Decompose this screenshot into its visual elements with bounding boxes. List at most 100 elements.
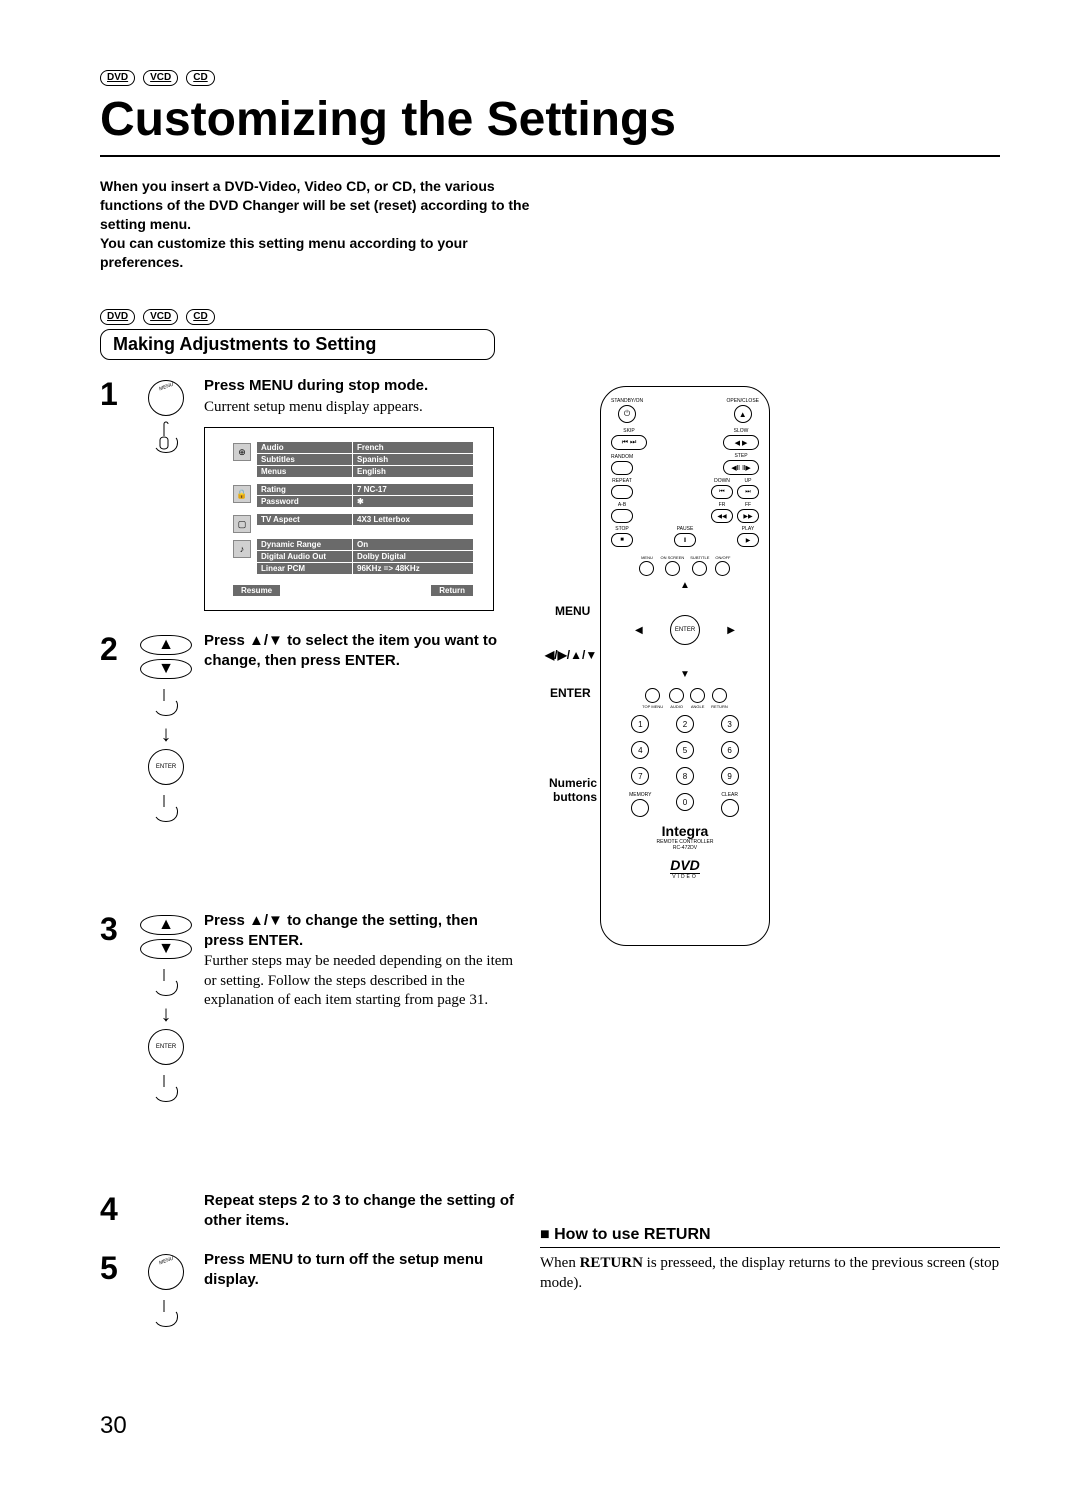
enter-button-icon: ENTER	[670, 615, 700, 645]
page-number: 30	[100, 1412, 127, 1440]
skip-button-icon: ⏮ ⏭	[611, 435, 647, 450]
num-0-button-icon: 0	[676, 793, 694, 811]
clear-button-icon	[721, 799, 739, 817]
open-close-button-icon: ▲	[734, 405, 752, 423]
num-8-button-icon: 8	[676, 767, 694, 785]
section-badges: DVD VCD CD	[100, 309, 1000, 325]
arrow-down-icon: ↓	[161, 723, 172, 745]
model-number: RC-472DV	[611, 845, 759, 851]
hand-press-icon	[150, 789, 182, 825]
badge-dvd: DVD	[100, 70, 135, 86]
menu-button-icon: MENU	[148, 1254, 184, 1290]
callout-enter: ENTER	[550, 686, 591, 700]
arrow-down-icon: ↓	[161, 1003, 172, 1025]
step-5: 5 MENU Press MENU to turn off the setup …	[100, 1250, 520, 1330]
callout-numeric: Numeric buttons	[542, 776, 597, 804]
num-7-button-icon: 7	[631, 767, 649, 785]
badge-vcd: VCD	[143, 70, 178, 86]
hand-press-icon	[150, 1294, 182, 1330]
pause-button-icon: Ⅱ	[674, 533, 696, 547]
step-1: 1 MENU Press MENU during stop mode. Curr…	[100, 376, 520, 611]
hand-press-icon	[150, 683, 182, 719]
dvd-logo-icon: DVD	[611, 857, 759, 873]
slow-button-icon: ◀ ▶	[723, 435, 759, 450]
up-button-icon: ▲	[140, 635, 192, 655]
up-button-icon: ⏭	[737, 485, 759, 499]
badge-vcd: VCD	[143, 309, 178, 325]
number-pad: 1 2 3 4 5 6 7 8 9 MEMORY 0 CLEAR	[625, 715, 745, 817]
topmenu-button-icon	[645, 688, 660, 703]
ff-button-icon: ▶▶	[737, 509, 759, 523]
return-section-title: How to use RETURN	[540, 1226, 1000, 1248]
onoff-button-icon	[715, 561, 730, 576]
num-6-button-icon: 6	[721, 741, 739, 759]
up-button-icon: ▲	[140, 915, 192, 935]
right-column: MENU ◀/▶/▲/▼ ENTER Numeric buttons STAND…	[560, 376, 1000, 1350]
num-9-button-icon: 9	[721, 767, 739, 785]
onscreen-button-icon	[665, 561, 680, 576]
step-text: Further steps may be needed depending on…	[204, 952, 520, 1011]
step-4: 4 Repeat steps 2 to 3 to change the sett…	[100, 1191, 520, 1230]
num-1-button-icon: 1	[631, 715, 649, 733]
step-text: Current setup menu display appears.	[204, 398, 520, 418]
menu-button-icon: MENU	[148, 380, 184, 416]
angle-button-icon	[690, 688, 705, 703]
down-button-icon: ▼	[140, 659, 192, 679]
memory-button-icon	[631, 799, 649, 817]
nav-pad-icon: ▲ ▼ ◀ ▶ ENTER	[635, 580, 735, 680]
return-label: Return	[431, 585, 473, 596]
section-title: Making Adjustments to Setting	[100, 329, 495, 360]
stop-button-icon: ■	[611, 533, 633, 547]
num-5-button-icon: 5	[676, 741, 694, 759]
fr-button-icon: ◀◀	[711, 509, 733, 523]
hand-press-icon	[150, 963, 182, 999]
random-button-icon	[611, 461, 633, 475]
resume-label: Resume	[233, 585, 280, 596]
setup-menu-display: ⊕ AudioFrench SubtitlesSpanish MenusEngl…	[204, 427, 494, 611]
step-number: 3	[100, 911, 128, 1171]
down-button-icon: ▼	[140, 939, 192, 959]
ab-button-icon	[611, 509, 633, 523]
step-3: 3 ▲ ▼ ↓ ENTER Press ▲/▼ to change the se…	[100, 911, 520, 1171]
step-number: 4	[100, 1191, 128, 1230]
num-2-button-icon: 2	[676, 715, 694, 733]
enter-button-icon: ENTER	[148, 1029, 184, 1065]
num-3-button-icon: 3	[721, 715, 739, 733]
subtitle-button-icon	[692, 561, 707, 576]
down-button-icon: ⏮	[711, 485, 733, 499]
badge-cd: CD	[186, 309, 214, 325]
enter-button-icon: ENTER	[148, 749, 184, 785]
repeat-button-icon	[611, 485, 633, 499]
badge-dvd: DVD	[100, 309, 135, 325]
return-section-text: When RETURN is presseed, the display ret…	[540, 1254, 1000, 1293]
video-label: VIDEO	[670, 873, 700, 880]
audio-button-icon	[669, 688, 684, 703]
disc-type-badges: DVD VCD CD	[100, 70, 1000, 86]
steps-column: 1 MENU Press MENU during stop mode. Curr…	[100, 376, 520, 1350]
lock-group-icon: 🔒	[233, 485, 251, 503]
tv-group-icon: ▢	[233, 515, 251, 533]
step-heading: Press MENU to turn off the setup menu di…	[204, 1250, 520, 1289]
step-number: 2	[100, 631, 128, 891]
return-button-icon	[712, 688, 727, 703]
callout-arrows: ◀/▶/▲/▼	[545, 648, 597, 662]
step-heading: Press ▲/▼ to select the item you want to…	[204, 631, 520, 670]
step-heading: Press ▲/▼ to change the setting, then pr…	[204, 911, 520, 950]
step-heading: Press MENU during stop mode.	[204, 376, 520, 396]
hand-press-icon	[150, 420, 182, 456]
remote-control-diagram: STANDBY/ON⏻ OPEN/CLOSE▲ SKIP⏮ ⏭ SLOW◀ ▶ …	[600, 386, 770, 946]
step-2: 2 ▲ ▼ ↓ ENTER Press ▲/▼ to select the it…	[100, 631, 520, 891]
audio-group-icon: ⊕	[233, 443, 251, 461]
page-title: Customizing the Settings	[100, 92, 1000, 157]
hand-press-icon	[150, 1069, 182, 1105]
step-number: 5	[100, 1250, 128, 1330]
step-heading: Repeat steps 2 to 3 to change the settin…	[204, 1191, 520, 1230]
num-4-button-icon: 4	[631, 741, 649, 759]
brand-label: Integra	[611, 823, 759, 839]
sound-group-icon: ♪	[233, 540, 251, 558]
callout-menu: MENU	[555, 604, 590, 618]
badge-cd: CD	[186, 70, 214, 86]
play-button-icon: ▶	[737, 533, 759, 547]
step-number: 1	[100, 376, 128, 611]
intro-text: When you insert a DVD-Video, Video CD, o…	[100, 177, 530, 271]
